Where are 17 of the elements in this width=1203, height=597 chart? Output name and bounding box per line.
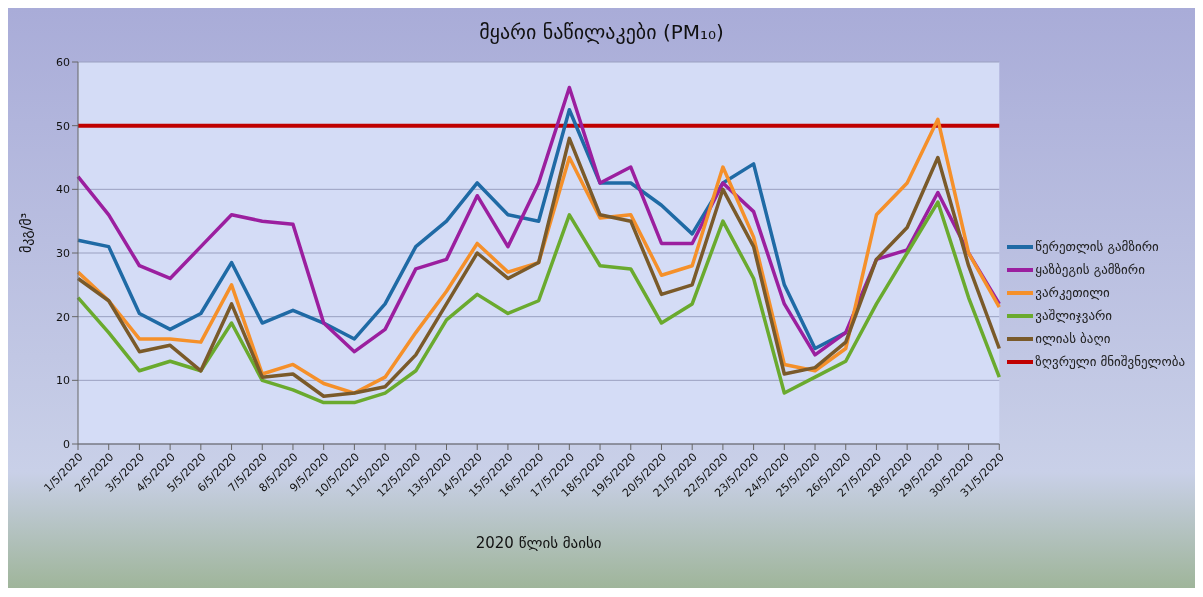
y-tick-label: 0 <box>63 437 70 451</box>
y-tick-label: 50 <box>56 119 70 133</box>
y-tick-label: 10 <box>56 374 70 388</box>
y-tick-label: 30 <box>56 246 70 260</box>
x-axis-title: 2020 წლის მაისი <box>475 534 602 552</box>
legend-label: ილიას ბაღი <box>1035 331 1111 346</box>
y-tick-label: 20 <box>56 310 70 324</box>
line-series <box>76 200 1002 405</box>
legend-label: ზღვრული მნიშვნელობა <box>1035 354 1185 369</box>
legend-label: ვარკეთილი <box>1035 285 1110 300</box>
legend-label: წერეთლის გამზირი <box>1035 239 1159 254</box>
y-tick-label: 40 <box>56 183 70 197</box>
y-axis-title: მკგ/მ³ <box>17 212 34 253</box>
legend-label: ვაშლიჯვარი <box>1035 308 1113 323</box>
chart-title: მყარი ნაწილაკები (PM₁₀) <box>478 19 725 46</box>
legend-label: ყაზბეგის გამზირი <box>1035 262 1145 277</box>
y-tick-label: 60 <box>56 55 70 69</box>
